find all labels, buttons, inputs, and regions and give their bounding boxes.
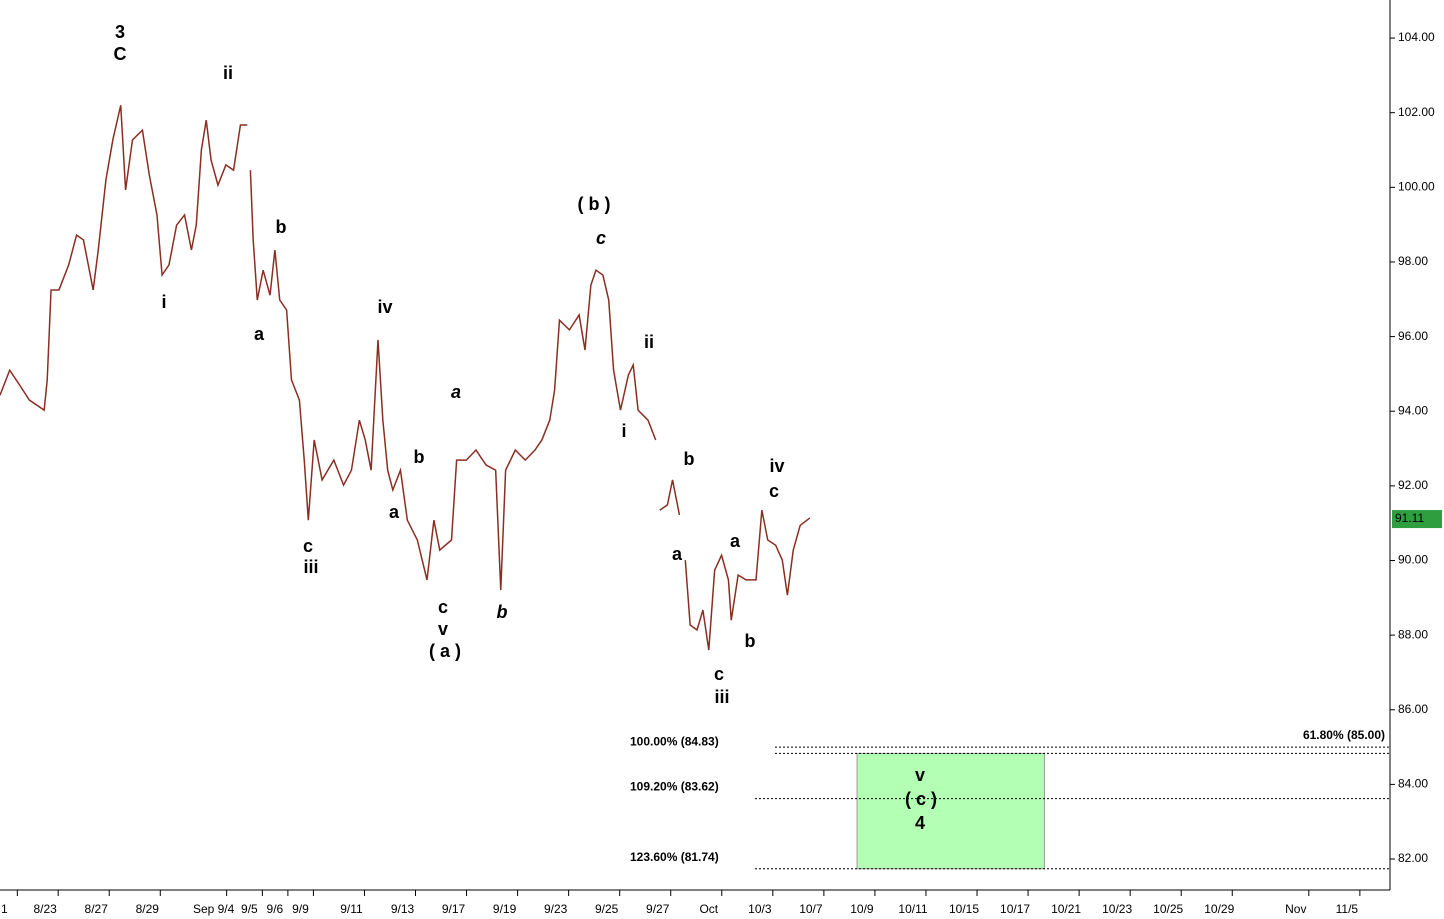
x-tick-label: 9/25 <box>595 902 619 916</box>
wave-label: b <box>497 602 508 622</box>
x-tick-label: 9/17 <box>442 902 466 916</box>
wave-label: b <box>414 447 425 467</box>
wave-label: i <box>621 421 626 441</box>
x-tick-label: 9/11 <box>340 902 363 916</box>
wave-label: ii <box>223 63 233 83</box>
x-tick-label: Sep 9/4 <box>193 902 235 916</box>
x-tick-label: 10/7 <box>799 902 823 916</box>
x-tick-label: 10/25 <box>1153 902 1183 916</box>
wave-label: c <box>438 597 448 617</box>
x-tick-label: 9/23 <box>544 902 568 916</box>
wave-label: c <box>769 481 779 501</box>
x-tick-label: 9/5 <box>241 902 258 916</box>
x-tick-label: 9/19 <box>493 902 517 916</box>
last-price-label: 91.11 <box>1395 511 1424 525</box>
fib-label: 109.20% (83.62) <box>630 780 719 794</box>
price-line <box>684 509 811 651</box>
wave-label: ( a ) <box>429 641 461 661</box>
x-tick-label: 10/9 <box>850 902 874 916</box>
wave-label: iii <box>714 687 729 707</box>
wave-label: ii <box>644 332 654 352</box>
wave-label: b <box>745 631 756 651</box>
y-tick-label: 84.00 <box>1398 777 1428 791</box>
wave-label: a <box>389 502 400 522</box>
y-tick-label: 100.00 <box>1398 180 1435 194</box>
fib-label: 100.00% (84.83) <box>630 735 719 749</box>
wave-label: v <box>438 619 448 639</box>
x-tick-label: Nov <box>1285 902 1306 916</box>
wave-label: a <box>451 382 461 402</box>
wave-label: 4 <box>915 813 925 833</box>
wave-label: c <box>596 228 606 248</box>
x-tick-label: 11/5 <box>1336 902 1359 916</box>
x-tick-label: 10/3 <box>748 902 772 916</box>
x-tick-label: 8/23 <box>33 902 57 916</box>
x-tick-label: 8/27 <box>85 902 109 916</box>
y-tick-label: 92.00 <box>1398 478 1428 492</box>
x-tick-label: 9/27 <box>646 902 670 916</box>
y-tick-label: 98.00 <box>1398 254 1428 268</box>
wave-label: iv <box>377 297 392 317</box>
x-tick-label: 10/29 <box>1204 902 1234 916</box>
fib-label: 123.60% (81.74) <box>630 850 719 864</box>
wave-label: ( c ) <box>905 789 937 809</box>
x-tick-label: 10/11 <box>898 902 927 916</box>
wave-label: c <box>714 664 724 684</box>
target-zone <box>856 752 1045 870</box>
wave-label: a <box>730 531 741 551</box>
wave-label: 3 <box>115 22 125 42</box>
wave-label: v <box>915 765 925 785</box>
x-tick-label: 1 <box>1 902 8 916</box>
x-tick-label: 10/23 <box>1102 902 1132 916</box>
wave-label: a <box>254 324 265 344</box>
wave-label: i <box>161 292 166 312</box>
wave-label: C <box>114 44 127 64</box>
fib-label: 61.80% (85.00) <box>1303 728 1385 742</box>
y-tick-label: 88.00 <box>1398 627 1428 641</box>
y-tick-label: 104.00 <box>1398 30 1435 44</box>
wave-label: b <box>276 217 287 237</box>
x-tick-label: Oct <box>699 902 718 916</box>
x-tick-label: 10/17 <box>1000 902 1030 916</box>
wave-label: ( b ) <box>578 194 611 214</box>
price-line <box>0 105 248 412</box>
y-tick-label: 102.00 <box>1398 105 1435 119</box>
wave-label: b <box>684 449 695 469</box>
y-tick-label: 94.00 <box>1398 403 1428 417</box>
price-line <box>659 479 681 516</box>
wave-label: a <box>672 544 683 564</box>
x-tick-label: 10/21 <box>1051 902 1081 916</box>
wave-label: iv <box>769 456 784 476</box>
y-tick-label: 96.00 <box>1398 329 1428 343</box>
y-tick-label: 86.00 <box>1398 702 1428 716</box>
last-price-tag <box>1392 510 1442 529</box>
wave-label: iii <box>303 557 318 577</box>
x-tick-label: 9/9 <box>292 902 309 916</box>
x-tick-label: 8/29 <box>136 902 160 916</box>
x-tick-label: 9/6 <box>267 902 284 916</box>
wave-label: c <box>303 536 313 556</box>
y-tick-label: 90.00 <box>1398 553 1428 567</box>
price-line <box>249 170 657 591</box>
x-tick-label: 9/13 <box>391 902 415 916</box>
x-tick-label: 10/15 <box>949 902 979 916</box>
y-tick-label: 82.00 <box>1398 851 1428 865</box>
